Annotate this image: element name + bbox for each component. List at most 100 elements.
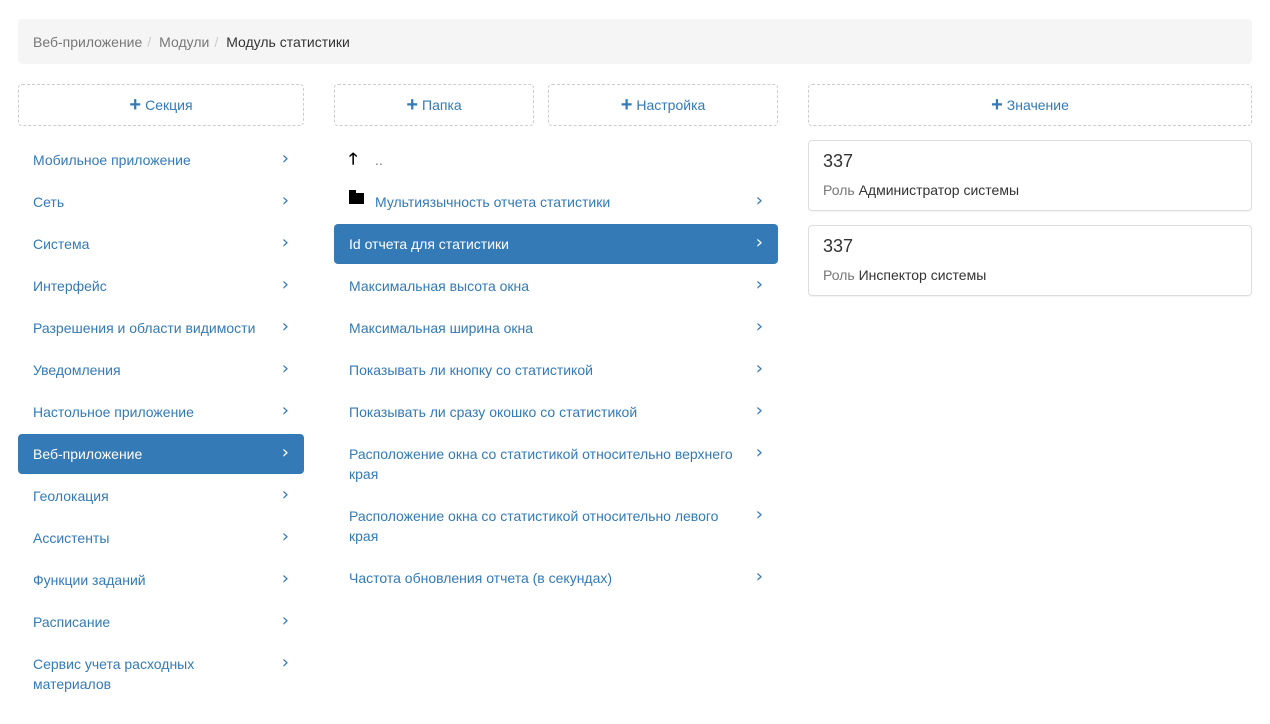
plus-icon: + bbox=[991, 94, 1003, 116]
up-label: .. bbox=[375, 152, 383, 168]
add-section-button[interactable]: + Секция bbox=[18, 84, 304, 126]
chevron-right-icon: › bbox=[755, 232, 763, 253]
folder-label: Мультиязычность отчета статистики bbox=[375, 194, 611, 210]
add-section-label: Секция bbox=[145, 97, 193, 113]
breadcrumb-modules[interactable]: Модули bbox=[159, 33, 210, 50]
chevron-right-icon: › bbox=[281, 526, 289, 547]
setting-item[interactable]: Id отчета для статистики › bbox=[334, 224, 778, 264]
value-number: 337 bbox=[823, 236, 854, 256]
chevron-right-icon: › bbox=[281, 190, 289, 211]
chevron-right-icon: › bbox=[281, 652, 289, 673]
section-item[interactable]: Расписание › bbox=[18, 602, 304, 642]
setting-item[interactable]: Показывать ли сразу окошко со статистико… bbox=[334, 392, 778, 432]
setting-item-label: Максимальная ширина окна bbox=[349, 320, 534, 336]
section-item[interactable]: Веб-приложение › bbox=[18, 434, 304, 474]
values-column: + Значение 337 Роль Администратор системы… bbox=[808, 84, 1252, 303]
role-name: Администратор системы bbox=[858, 182, 1020, 198]
section-item[interactable]: Мобильное приложение › bbox=[18, 140, 304, 180]
setting-item-label: Расположение окна со статистикой относит… bbox=[349, 446, 733, 482]
chevron-right-icon: › bbox=[755, 274, 763, 295]
folder-item[interactable]: Мультиязычность отчета статистики › bbox=[334, 182, 778, 222]
section-item[interactable]: Разрешения и области видимости › bbox=[18, 308, 304, 348]
chevron-right-icon: › bbox=[755, 442, 763, 463]
section-item[interactable]: Сеть › bbox=[18, 182, 304, 222]
section-item[interactable]: Интерфейс › bbox=[18, 266, 304, 306]
chevron-right-icon: › bbox=[755, 566, 763, 587]
section-item-label: Веб-приложение bbox=[33, 446, 143, 462]
chevron-right-icon: › bbox=[281, 442, 289, 463]
setting-item[interactable]: Частота обновления отчета (в секундах) › bbox=[334, 558, 778, 598]
role-label: Роль bbox=[823, 267, 855, 283]
breadcrumb-separator: / bbox=[147, 33, 152, 50]
setting-item-label: Id отчета для статистики bbox=[349, 236, 509, 252]
chevron-right-icon: › bbox=[755, 190, 763, 211]
setting-item-label: Показывать ли кнопку со статистикой bbox=[349, 362, 593, 378]
role-label: Роль bbox=[823, 182, 855, 198]
section-item-label: Сервис учета расходных материалов bbox=[33, 656, 195, 692]
section-item-label: Функции заданий bbox=[33, 572, 146, 588]
plus-icon: + bbox=[129, 94, 142, 116]
chevron-right-icon: › bbox=[755, 358, 763, 379]
setting-item-label: Максимальная высота окна bbox=[349, 278, 530, 294]
sections-column: + Секция Мобильное приложение › Сеть › Систем… bbox=[18, 84, 304, 706]
add-setting-button[interactable]: + Настройка bbox=[548, 84, 778, 126]
setting-item[interactable]: Максимальная высота окна › bbox=[334, 266, 778, 306]
value-card[interactable]: 337 Роль Инспектор системы bbox=[808, 225, 1252, 296]
chevron-right-icon: › bbox=[281, 568, 289, 589]
section-item[interactable]: Ассистенты › bbox=[18, 518, 304, 558]
chevron-right-icon: › bbox=[281, 316, 289, 337]
setting-item[interactable]: Показывать ли кнопку со статистикой › bbox=[334, 350, 778, 390]
breadcrumb-web-app[interactable]: Веб-приложение bbox=[33, 33, 143, 50]
section-item[interactable]: Уведомления › bbox=[18, 350, 304, 390]
section-item-label: Расписание bbox=[33, 614, 111, 630]
chevron-right-icon: › bbox=[281, 232, 289, 253]
setting-item[interactable]: Расположение окна со статистикой относит… bbox=[334, 496, 778, 556]
section-item-label: Ассистенты bbox=[33, 530, 110, 546]
arrow-up-icon: 🡑 bbox=[349, 151, 358, 168]
section-item-label: Мобильное приложение bbox=[33, 152, 191, 168]
chevron-right-icon: › bbox=[281, 400, 289, 421]
add-folder-button[interactable]: + Папка bbox=[334, 84, 534, 126]
section-item-label: Сеть bbox=[33, 194, 65, 210]
chevron-right-icon: › bbox=[281, 610, 289, 631]
add-setting-label: Настройка bbox=[636, 97, 706, 113]
settings-column: + Папка + Настройка 🡑 .. Мультиязычность о… bbox=[334, 84, 778, 600]
chevron-right-icon: › bbox=[281, 148, 289, 169]
section-item[interactable]: Настольное приложение › bbox=[18, 392, 304, 432]
section-item[interactable]: Функции заданий › bbox=[18, 560, 304, 600]
chevron-right-icon: › bbox=[755, 400, 763, 421]
section-item-label: Интерфейс bbox=[33, 278, 107, 294]
add-value-label: Значение bbox=[1006, 97, 1069, 113]
chevron-right-icon: › bbox=[755, 316, 763, 337]
section-item-label: Геолокация bbox=[33, 488, 109, 504]
section-item[interactable]: Геолокация › bbox=[18, 476, 304, 516]
setting-item[interactable]: Максимальная ширина окна › bbox=[334, 308, 778, 348]
chevron-right-icon: › bbox=[755, 504, 763, 525]
breadcrumb-current: Модуль статистики bbox=[226, 33, 350, 50]
section-item-label: Система bbox=[33, 236, 90, 252]
settings-list: 🡑 .. Мультиязычность отчета статистики ›… bbox=[334, 140, 778, 598]
setting-item-label: Частота обновления отчета (в секундах) bbox=[349, 570, 613, 586]
section-item[interactable]: Сервис учета расходных материалов › bbox=[18, 644, 304, 704]
sections-list: Мобильное приложение › Сеть › Система › Интерф… bbox=[18, 140, 304, 704]
breadcrumb-separator: / bbox=[214, 33, 219, 50]
chevron-right-icon: › bbox=[281, 484, 289, 505]
breadcrumb: Веб-приложение / Модули / Модуль статистик… bbox=[18, 19, 1252, 64]
section-item-label: Уведомления bbox=[33, 362, 121, 378]
setting-item-label: Показывать ли сразу окошко со статистико… bbox=[349, 404, 638, 420]
role-name: Инспектор системы bbox=[858, 267, 987, 283]
value-card[interactable]: 337 Роль Администратор системы bbox=[808, 140, 1252, 211]
add-folder-label: Папка bbox=[422, 97, 462, 113]
add-value-button[interactable]: + Значение bbox=[808, 84, 1252, 126]
up-level-item[interactable]: 🡑 .. bbox=[334, 140, 778, 180]
section-item[interactable]: Система › bbox=[18, 224, 304, 264]
plus-icon: + bbox=[406, 94, 419, 116]
section-item-label: Настольное приложение bbox=[33, 404, 194, 420]
chevron-right-icon: › bbox=[281, 358, 289, 379]
setting-item[interactable]: Расположение окна со статистикой относит… bbox=[334, 434, 778, 494]
folder-icon bbox=[349, 190, 364, 204]
plus-icon: + bbox=[620, 94, 633, 116]
section-item-label: Разрешения и области видимости bbox=[33, 320, 256, 336]
setting-item-label: Расположение окна со статистикой относит… bbox=[349, 508, 719, 544]
chevron-right-icon: › bbox=[281, 274, 289, 295]
